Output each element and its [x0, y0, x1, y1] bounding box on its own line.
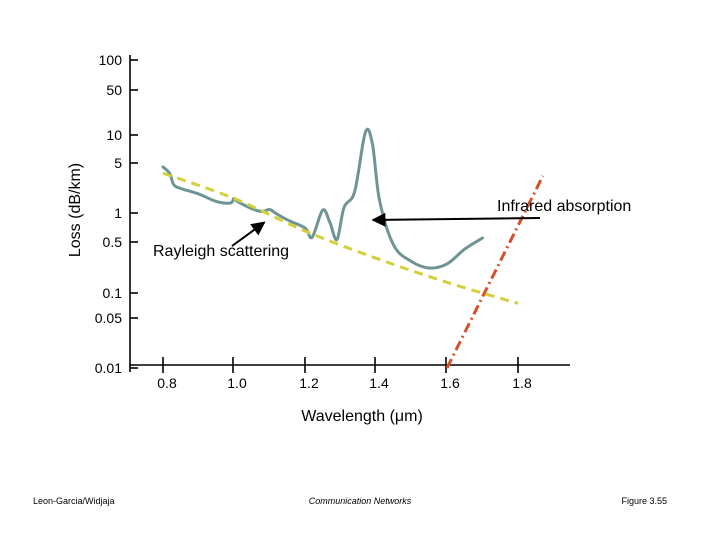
- y-tick-label: 10: [106, 127, 122, 143]
- infrared-arrow: [371, 212, 541, 227]
- y-tick-label: 0.05: [95, 310, 122, 326]
- footer-figure-number: Figure 3.55: [621, 496, 667, 506]
- x-tick-label: 0.8: [157, 375, 177, 391]
- x-tick-label: 1.0: [227, 375, 247, 391]
- y-tick-label: 5: [114, 155, 122, 171]
- infrared-label: Infrared absorption: [497, 198, 632, 215]
- infrared-curve: [445, 175, 545, 369]
- rayleigh-label: Rayleigh scattering: [153, 243, 290, 260]
- footer-author: Leon-Garcia/Widjaja: [33, 496, 115, 506]
- x-tick-label: 1.6: [440, 375, 460, 391]
- y-tick-label: 50: [106, 82, 122, 98]
- y-tick-label: 1: [114, 205, 122, 221]
- rayleigh-curve: [162, 171, 519, 305]
- y-tick-label: 0.5: [103, 234, 123, 250]
- x-tick-label: 1.8: [512, 375, 532, 391]
- y-tick-label: 0.01: [95, 360, 122, 376]
- x-tick-label: 1.4: [369, 375, 389, 391]
- x-tick-label: 1.2: [299, 375, 319, 391]
- annotation-arrows: [231, 212, 541, 247]
- axes: 100 50 10 5 1 0.5 0.1 0.05 0.01 0.8 1.0 1.2 1.4 1.6 1.…: [95, 52, 570, 391]
- y-tick-label: 0.1: [103, 285, 123, 301]
- rayleigh-arrow: [231, 221, 266, 247]
- y-tick-label: 100: [99, 52, 123, 68]
- footer-book: Communication Networks: [308, 496, 412, 506]
- series-layer: [161, 127, 545, 369]
- y-axis-label: Loss (dB/km): [67, 162, 84, 258]
- x-axis-label: Wavelength (μm): [301, 408, 423, 425]
- measured-loss-curve: [161, 127, 484, 270]
